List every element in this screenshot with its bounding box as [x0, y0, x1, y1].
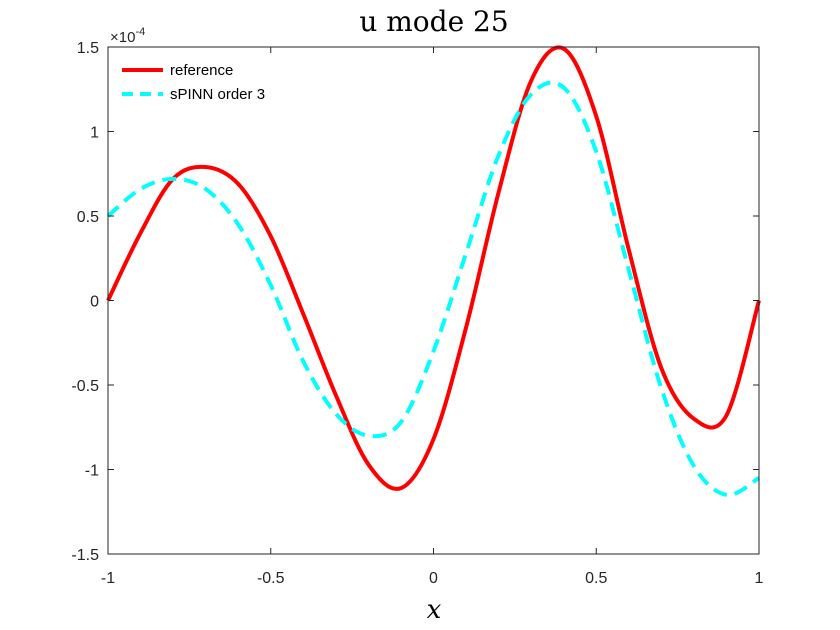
series-line-reference	[106, 45, 761, 491]
x-tick-label: -0.5	[257, 570, 285, 587]
y-exponent-label: ×10-4	[110, 26, 145, 46]
ticks-layer: -1 -0.5 0 0.5 1-1.5-1-0.500.511.5	[71, 40, 763, 587]
x-tick-label: 0	[429, 570, 438, 587]
y-exponent-base: ×10	[110, 29, 135, 46]
legend-label-reference: reference	[170, 62, 233, 79]
y-tick-label: 0.5	[77, 209, 99, 226]
y-tick-label: -1.5	[71, 547, 99, 564]
legend-label-spinn: sPINN order 3	[170, 86, 265, 103]
y-exponent-power: -4	[135, 26, 145, 38]
x-tick-label: -1	[101, 570, 115, 587]
chart-title: u mode 25	[359, 5, 508, 38]
legend: reference sPINN order 3	[122, 62, 265, 103]
x-tick-label: 0.5	[585, 570, 607, 587]
plot-area	[108, 47, 759, 554]
y-tick-label: 1.5	[77, 40, 99, 57]
y-tick-label: 1	[90, 125, 99, 142]
x-tick-label: 1	[755, 570, 764, 587]
x-axis-label: x	[427, 595, 442, 625]
y-tick-label: -0.5	[71, 378, 99, 395]
series-line-spinn-order-3	[106, 80, 761, 497]
y-tick-label: -1	[85, 463, 99, 480]
series-layer	[106, 45, 761, 497]
y-tick-label: 0	[90, 294, 99, 311]
